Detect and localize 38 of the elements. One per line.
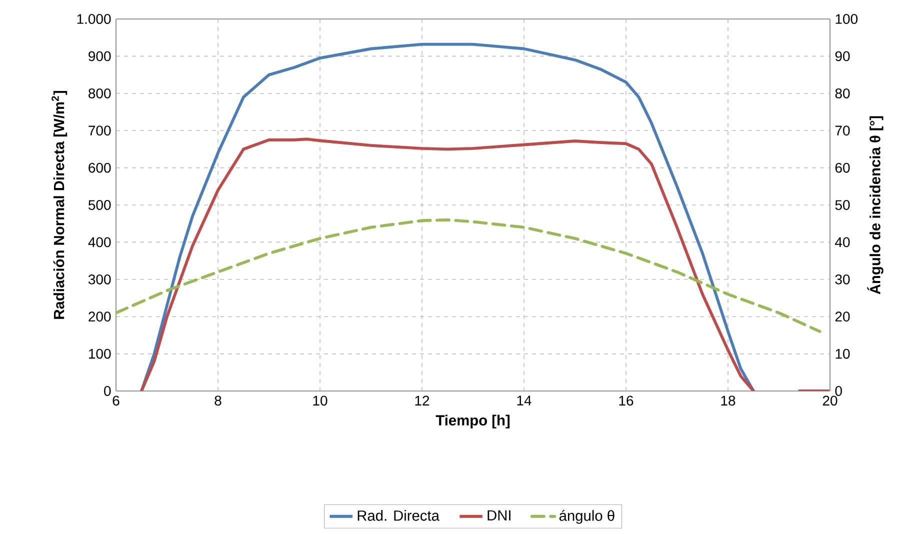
- y-axis-title: Radiación Normal Directa [W/m$^{2}$]: [52, 90, 68, 319]
- y2-tick-label: 0: [835, 386, 842, 396]
- y2-axis-title: Ángulo de incidencia θ [°]: [867, 116, 884, 294]
- y-tick-label: 1.000: [77, 14, 111, 24]
- y2-tick-label: 90: [835, 51, 850, 62]
- x-tick-label: 20: [822, 396, 838, 406]
- x-tick-label: 18: [721, 396, 736, 406]
- y2-tick-label: 50: [835, 200, 850, 210]
- legend-label: DNI: [488, 510, 510, 520]
- y2-tick-label: 60: [835, 162, 850, 173]
- x-tick-label: 8: [214, 396, 222, 406]
- y-tick-label: 500: [88, 200, 111, 210]
- y-tick-label: 600: [88, 162, 111, 173]
- x-axis-title: Tiempo [h]: [436, 414, 510, 428]
- y2-tick-label: 20: [835, 312, 850, 322]
- y2-tick-label: 70: [835, 126, 850, 136]
- x-tick-label: 12: [415, 396, 430, 406]
- y-tick-label: 100: [89, 348, 111, 359]
- y2-tick-label: 40: [835, 237, 850, 248]
- x-tick-label: 16: [619, 396, 634, 406]
- y-tick-label: 300: [88, 274, 111, 284]
- y-tick-label: 400: [88, 237, 111, 248]
- legend-label: ángulo θ: [559, 510, 614, 524]
- y2-tick-label: 80: [835, 88, 850, 98]
- y-tick-label: 0: [104, 386, 111, 396]
- y-tick-label: 900: [88, 51, 111, 62]
- y2-tick-label: 10: [836, 348, 850, 359]
- y-tick-label: 800: [88, 88, 111, 98]
- x-tick-label: 14: [517, 396, 532, 406]
- y-tick-label: 700: [88, 126, 111, 136]
- x-tick-label: 6: [112, 396, 120, 406]
- line-series: [140, 42, 755, 391]
- line-series: [116, 218, 822, 333]
- y2-tick-label: 30: [835, 274, 850, 284]
- x-tick-label: 10: [313, 396, 328, 406]
- legend-label: Rad. Directa: [358, 510, 440, 521]
- y2-tick-label: 100: [836, 14, 858, 24]
- y-tick-label: 200: [88, 312, 111, 322]
